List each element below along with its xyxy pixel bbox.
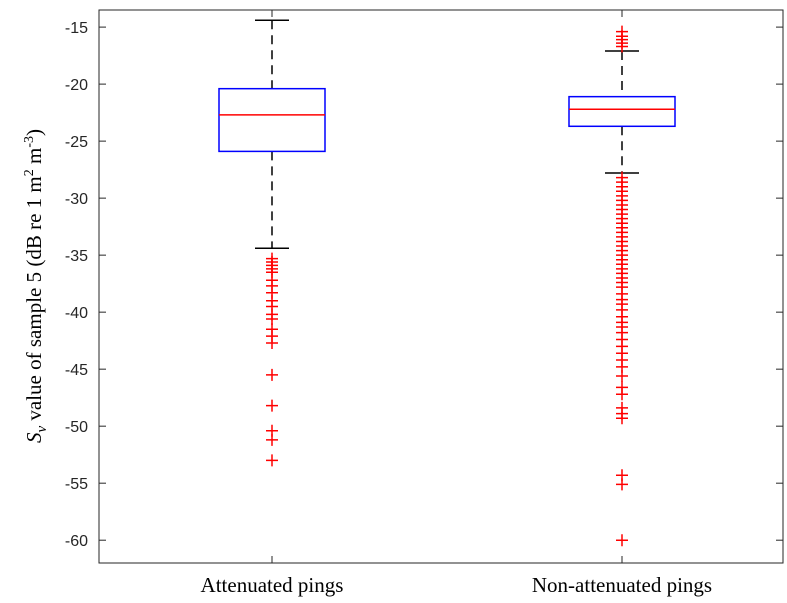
outlier-point <box>616 40 628 53</box>
y-tick-label: -50 <box>65 419 88 436</box>
outlier-point <box>266 336 278 349</box>
outlier-point <box>616 534 628 547</box>
y-tick-label: -60 <box>65 533 88 550</box>
ylabel-text: value of sample 5 (dB re 1 m <box>22 176 46 426</box>
outlier-point <box>266 399 278 412</box>
ylabel-text-3: ) <box>22 129 46 136</box>
outlier-point <box>616 478 628 491</box>
box-iqr <box>218 87 326 153</box>
outlier-point <box>616 412 628 425</box>
outlier-point <box>266 454 278 467</box>
y-tick-label: -20 <box>65 77 88 94</box>
ylabel-superscript-1: 2 <box>22 169 37 176</box>
y-tick-label: -35 <box>65 248 88 265</box>
y-tick-label: -40 <box>65 305 88 322</box>
y-tick-label: -45 <box>65 362 88 379</box>
x-axis-ticks: Attenuated pings Non-attenuated pings <box>201 10 712 597</box>
y-axis-title: Sv value of sample 5 (dB re 1 m2 m-3) <box>22 129 50 443</box>
outlier-point <box>616 388 628 401</box>
ylabel-text-2: m <box>22 148 46 170</box>
outlier-point <box>266 433 278 446</box>
box-group <box>218 19 326 467</box>
ylabel-symbol: S <box>22 432 46 443</box>
ylabel-superscript-2: -3 <box>22 136 37 148</box>
y-axis-ticks: -15 -20 -25 -30 -35 -40 -45 -50 -55 -60 <box>65 20 783 550</box>
y-tick-label: -25 <box>65 134 88 151</box>
plot-area-frame <box>98 9 784 564</box>
box-group <box>568 25 676 547</box>
box-iqr <box>568 95 676 128</box>
y-tick-label: -15 <box>65 20 88 37</box>
outlier-point <box>266 368 278 381</box>
y-tick-label: -30 <box>65 191 88 208</box>
ylabel-subscript: v <box>34 426 50 433</box>
x-category-label: Non-attenuated pings <box>532 573 712 597</box>
box-series <box>218 19 676 547</box>
x-category-label: Attenuated pings <box>201 573 344 597</box>
outlier-point <box>616 370 628 383</box>
y-tick-label: -55 <box>65 476 88 493</box>
outlier-point <box>266 312 278 325</box>
